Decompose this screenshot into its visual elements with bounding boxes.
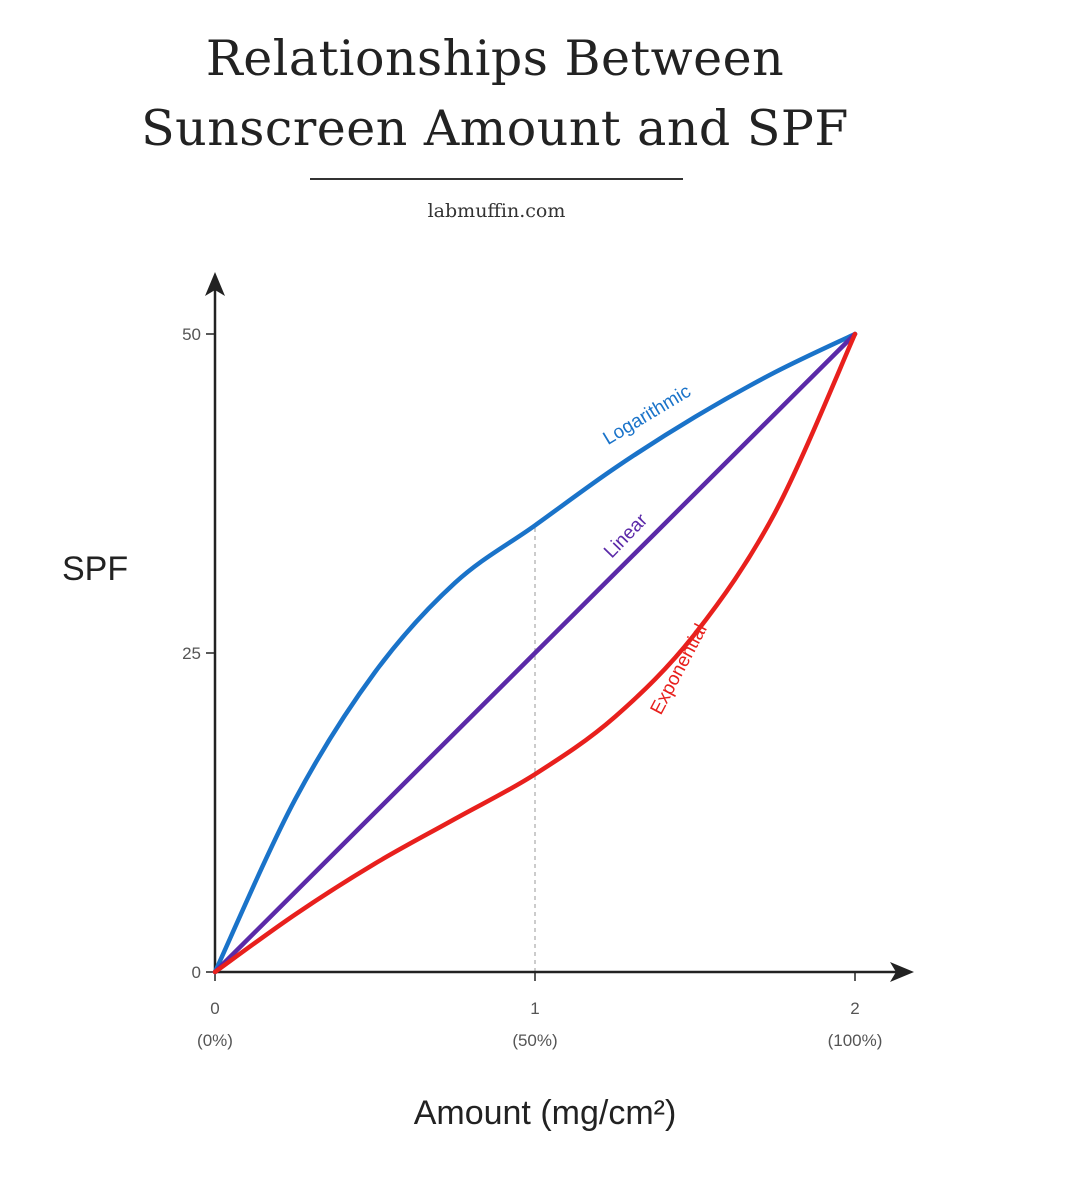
y-axis-label: SPF (62, 550, 128, 588)
x-tick-sublabel: (0%) (197, 1031, 233, 1050)
x-tick-label: 1 (530, 999, 539, 1018)
series-label-logarithmic: Logarithmic (600, 381, 695, 450)
series-label-linear: Linear (600, 509, 652, 562)
chart-title: Relationships Between Sunscreen Amount a… (0, 24, 990, 164)
y-tick-label: 0 (192, 963, 201, 982)
x-axis-label: Amount (mg/cm²) (414, 1094, 677, 1132)
y-tick-label: 50 (182, 325, 201, 344)
y-axis-arrow-icon (205, 272, 225, 296)
x-tick-label: 2 (850, 999, 859, 1018)
chart-title-line-1: Relationships Between (205, 30, 785, 87)
title-divider (310, 178, 683, 180)
series-line-exponential (212, 331, 858, 975)
x-tick-sublabel: (50%) (512, 1031, 557, 1050)
x-axis-arrow-icon (890, 962, 914, 982)
source-credit: labmuffin.com (427, 200, 566, 222)
series-line-logarithmic (212, 331, 858, 975)
series-line-linear (212, 331, 858, 975)
x-tick-label: 0 (210, 999, 219, 1018)
chart-title-line-2: Sunscreen Amount and SPF (141, 100, 849, 157)
y-tick-label: 25 (182, 644, 201, 663)
x-tick-sublabel: (100%) (828, 1031, 883, 1050)
series-label-exponential: Exponential (647, 621, 712, 719)
